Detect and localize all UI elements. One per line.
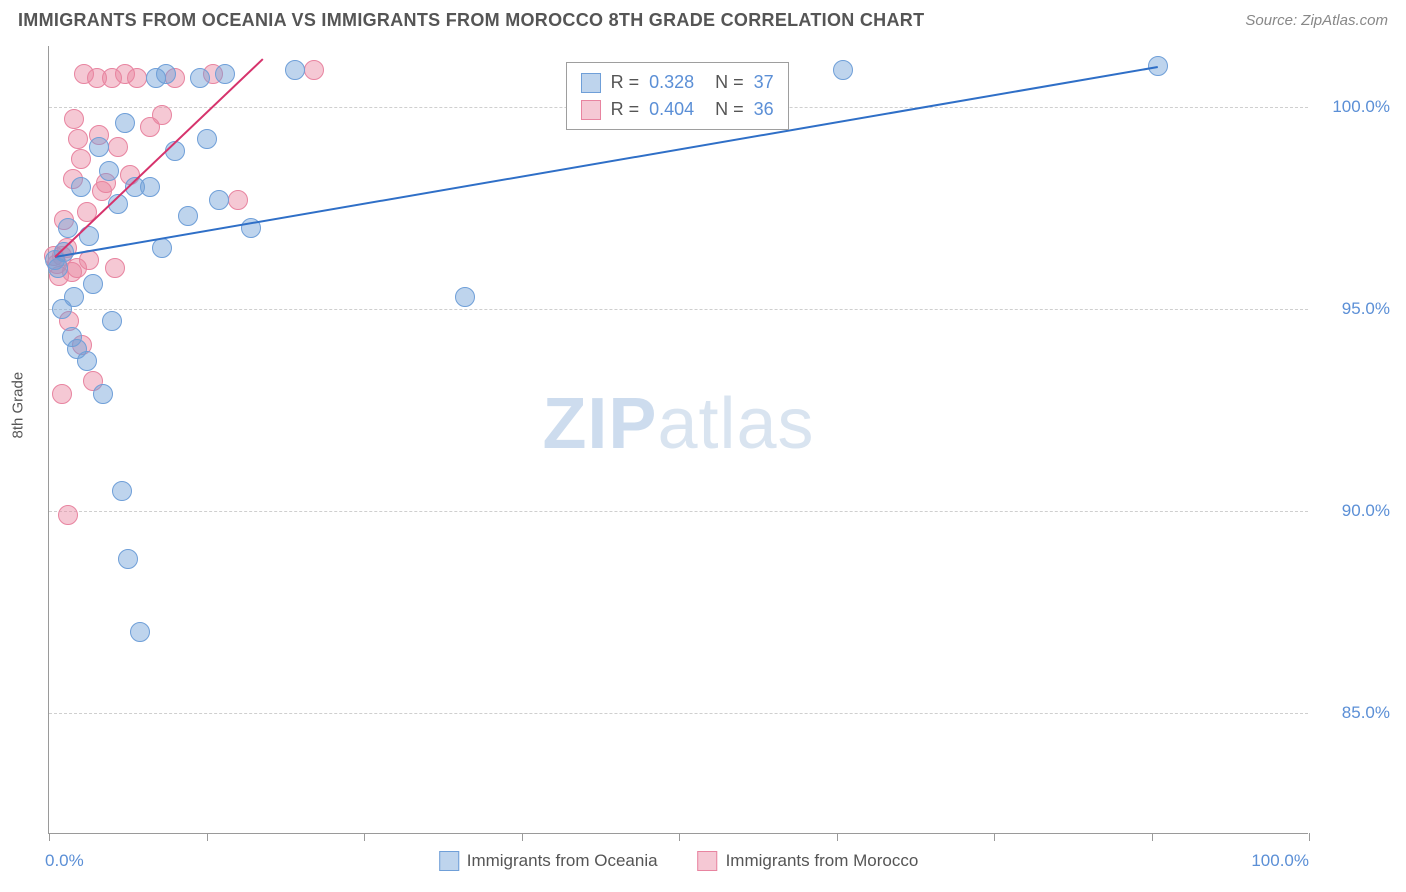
y-axis-title: 8th Grade xyxy=(10,372,27,439)
source-prefix: Source: xyxy=(1245,12,1301,29)
gridline-h xyxy=(49,511,1308,512)
x-tick xyxy=(364,833,365,841)
x-tick xyxy=(837,833,838,841)
stats-row-oceania: R = 0.328 N = 37 xyxy=(581,69,774,96)
x-tick xyxy=(522,833,523,841)
legend-item-oceania: Immigrants from Oceania xyxy=(439,851,658,871)
data-point-oceania xyxy=(152,238,172,258)
data-point-morocco xyxy=(304,60,324,80)
data-point-morocco xyxy=(52,384,72,404)
source-credit: Source: ZipAtlas.com xyxy=(1245,12,1388,29)
stats-legend-box: R = 0.328 N = 37 R = 0.404 N = 36 xyxy=(566,62,789,130)
data-point-morocco xyxy=(108,137,128,157)
x-tick xyxy=(994,833,995,841)
n-value: 37 xyxy=(754,69,774,96)
data-point-oceania xyxy=(833,60,853,80)
x-tick xyxy=(1152,833,1153,841)
swatch-morocco xyxy=(581,100,601,120)
scatter-plot-area: ZIPatlas 85.0%90.0%95.0%100.0%0.0%100.0%… xyxy=(48,46,1308,834)
data-point-morocco xyxy=(68,129,88,149)
x-tick xyxy=(49,833,50,841)
r-label: R = xyxy=(611,69,640,96)
data-point-oceania xyxy=(209,190,229,210)
data-point-morocco xyxy=(228,190,248,210)
watermark: ZIPatlas xyxy=(542,383,814,465)
watermark-atlas: atlas xyxy=(657,384,814,464)
data-point-oceania xyxy=(140,177,160,197)
y-tick-label: 85.0% xyxy=(1316,703,1390,723)
data-point-oceania xyxy=(93,384,113,404)
gridline-h xyxy=(49,309,1308,310)
data-point-oceania xyxy=(178,206,198,226)
data-point-oceania xyxy=(215,64,235,84)
legend-bottom: Immigrants from Oceania Immigrants from M… xyxy=(439,851,919,871)
swatch-oceania xyxy=(581,73,601,93)
n-label: N = xyxy=(715,96,744,123)
data-point-oceania xyxy=(64,287,84,307)
data-point-oceania xyxy=(115,113,135,133)
chart-title: IMMIGRANTS FROM OCEANIA VS IMMIGRANTS FR… xyxy=(18,10,924,31)
y-tick-label: 100.0% xyxy=(1316,97,1390,117)
legend-swatch-oceania xyxy=(439,851,459,871)
data-point-morocco xyxy=(152,105,172,125)
data-point-oceania xyxy=(190,68,210,88)
title-bar: IMMIGRANTS FROM OCEANIA VS IMMIGRANTS FR… xyxy=(0,0,1406,35)
n-label: N = xyxy=(715,69,744,96)
y-tick-label: 90.0% xyxy=(1316,501,1390,521)
data-point-oceania xyxy=(455,287,475,307)
source-name: ZipAtlas.com xyxy=(1301,12,1388,29)
data-point-oceania xyxy=(118,549,138,569)
stats-row-morocco: R = 0.404 N = 36 xyxy=(581,96,774,123)
data-point-oceania xyxy=(99,161,119,181)
n-value: 36 xyxy=(754,96,774,123)
x-tick xyxy=(679,833,680,841)
legend-swatch-morocco xyxy=(698,851,718,871)
r-value: 0.328 xyxy=(649,69,705,96)
data-point-morocco xyxy=(105,258,125,278)
data-point-oceania xyxy=(156,64,176,84)
x-tick-label: 0.0% xyxy=(45,851,84,871)
data-point-morocco xyxy=(71,149,91,169)
data-point-oceania xyxy=(285,60,305,80)
legend-item-morocco: Immigrants from Morocco xyxy=(698,851,919,871)
watermark-zip: ZIP xyxy=(542,384,657,464)
x-tick xyxy=(207,833,208,841)
data-point-oceania xyxy=(130,622,150,642)
x-tick xyxy=(1309,833,1310,841)
legend-label: Immigrants from Oceania xyxy=(467,851,658,871)
data-point-oceania xyxy=(89,137,109,157)
gridline-h xyxy=(49,713,1308,714)
data-point-morocco xyxy=(64,109,84,129)
r-label: R = xyxy=(611,96,640,123)
data-point-morocco xyxy=(58,505,78,525)
data-point-oceania xyxy=(197,129,217,149)
data-point-oceania xyxy=(102,311,122,331)
x-tick-label: 100.0% xyxy=(1251,851,1309,871)
legend-label: Immigrants from Morocco xyxy=(726,851,919,871)
data-point-oceania xyxy=(83,274,103,294)
data-point-oceania xyxy=(71,177,91,197)
r-value: 0.404 xyxy=(649,96,705,123)
data-point-oceania xyxy=(112,481,132,501)
data-point-oceania xyxy=(77,351,97,371)
y-tick-label: 95.0% xyxy=(1316,299,1390,319)
data-point-morocco xyxy=(127,68,147,88)
